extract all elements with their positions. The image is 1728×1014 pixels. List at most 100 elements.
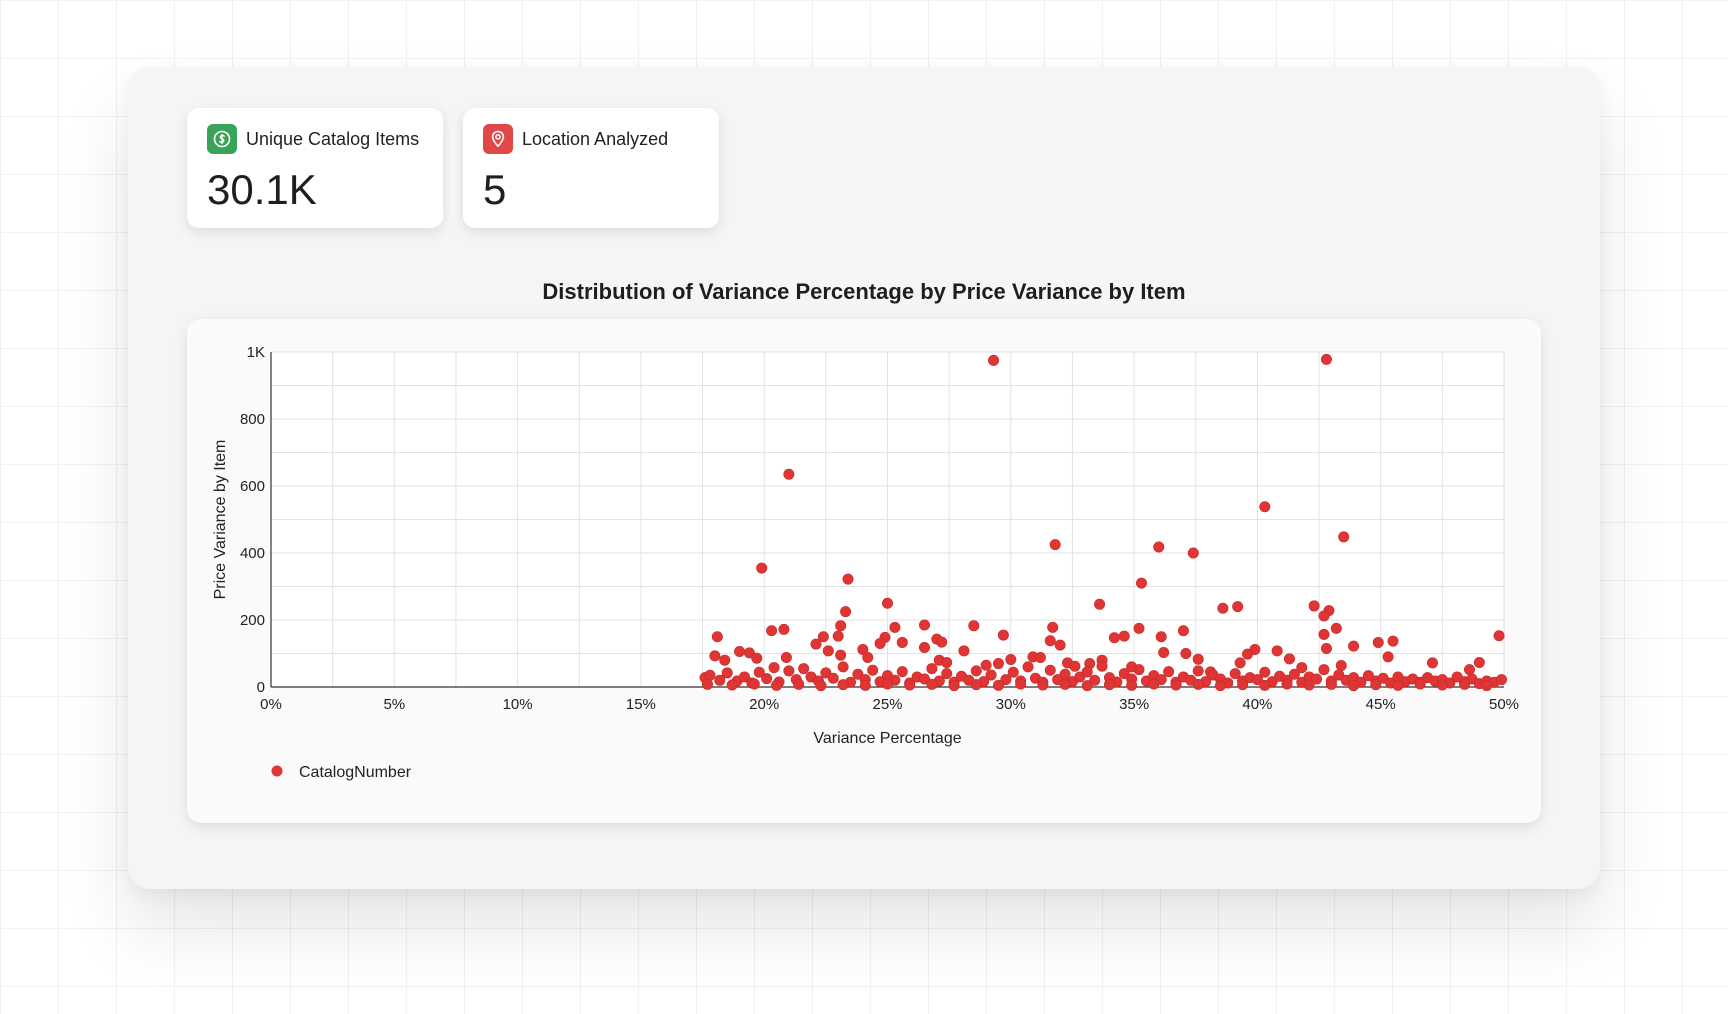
scatter-point bbox=[992, 679, 1004, 691]
scatter-point bbox=[1170, 679, 1182, 691]
scatter-point bbox=[1496, 674, 1508, 686]
x-tick-label: 35% bbox=[1119, 696, 1149, 713]
scatter-point bbox=[1459, 678, 1471, 690]
scatter-point bbox=[1338, 531, 1350, 543]
kpi-value: 5 bbox=[483, 166, 507, 213]
scatter-point bbox=[721, 667, 733, 679]
y-tick-label: 0 bbox=[257, 679, 265, 696]
scatter-point bbox=[1192, 653, 1204, 665]
scatter-point bbox=[1259, 501, 1271, 513]
scatter-point bbox=[1259, 679, 1271, 691]
x-tick-label: 45% bbox=[1366, 696, 1396, 713]
scatter-point bbox=[719, 654, 731, 666]
scatter-point bbox=[711, 631, 723, 643]
scatter-point bbox=[1034, 652, 1046, 664]
scatter-point bbox=[1000, 674, 1012, 686]
scatter-point bbox=[1330, 622, 1342, 634]
scatter-point bbox=[835, 649, 847, 661]
scatter-point bbox=[968, 620, 980, 632]
scatter-point bbox=[1320, 642, 1332, 654]
scatter-point bbox=[1234, 657, 1246, 669]
scatter-point bbox=[1229, 668, 1241, 680]
scatter-point bbox=[1237, 679, 1249, 691]
scatter-point bbox=[896, 666, 908, 678]
scatter-point bbox=[1481, 680, 1493, 692]
scatter-point bbox=[889, 621, 901, 633]
scatter-point bbox=[1217, 602, 1229, 614]
scatter-point bbox=[1259, 666, 1271, 678]
scatter-point bbox=[734, 645, 746, 657]
y-tick-label: 200 bbox=[240, 612, 265, 629]
scatter-point bbox=[985, 669, 997, 681]
scatter-point bbox=[926, 663, 938, 675]
scatter-point bbox=[1135, 577, 1147, 589]
scatter-point bbox=[1054, 639, 1066, 651]
scatter-point bbox=[1281, 678, 1293, 690]
scatter-point bbox=[1153, 541, 1165, 553]
scatter-chart: 0% 5% 10% 15% 20% 25% 30% 35% 40% 45% 50% 0 200 400 60… bbox=[212, 344, 1519, 781]
scatter-point bbox=[1251, 674, 1263, 686]
scatter-point bbox=[1318, 610, 1330, 622]
scatter-point bbox=[1007, 666, 1019, 678]
scatter-point bbox=[1108, 632, 1120, 644]
scatter-point bbox=[820, 667, 832, 679]
scatter-point bbox=[1044, 635, 1056, 647]
scatter-point bbox=[748, 678, 760, 690]
x-tick-label: 40% bbox=[1242, 696, 1272, 713]
x-tick-label: 50% bbox=[1489, 696, 1519, 713]
scatter-point bbox=[756, 562, 768, 574]
scatter-point bbox=[881, 678, 893, 690]
scatter-point bbox=[709, 650, 721, 662]
scatter-point bbox=[1081, 680, 1093, 692]
scatter-point bbox=[1192, 665, 1204, 677]
scatter-point bbox=[1044, 664, 1056, 676]
scatter-point bbox=[840, 606, 852, 618]
scatter-point bbox=[941, 657, 953, 669]
x-tick-label: 20% bbox=[749, 696, 779, 713]
x-tick-label: 25% bbox=[872, 696, 902, 713]
scatter-point bbox=[904, 679, 916, 691]
y-tick-label: 1K bbox=[247, 344, 265, 361]
scatter-point bbox=[857, 643, 869, 655]
location-pin-icon bbox=[483, 124, 513, 154]
scatter-point bbox=[783, 468, 795, 480]
kpi-label: Location Analyzed bbox=[522, 128, 669, 149]
scatter-point bbox=[810, 638, 822, 650]
kpi-header: Unique Catalog Items bbox=[207, 124, 419, 154]
scatter-point bbox=[1242, 648, 1254, 660]
kpi-label: Unique Catalog Items bbox=[246, 128, 420, 149]
dollar-icon bbox=[207, 124, 237, 154]
scatter-point bbox=[815, 680, 827, 692]
scatter-point bbox=[726, 679, 738, 691]
y-tick-label: 600 bbox=[240, 478, 265, 495]
scatter-point bbox=[1348, 640, 1360, 652]
scatter-point bbox=[918, 619, 930, 631]
scatter-point bbox=[837, 661, 849, 673]
scatter-point bbox=[751, 652, 763, 664]
scatter-point bbox=[817, 631, 829, 643]
scatter-point bbox=[1362, 670, 1374, 682]
scatter-point bbox=[1081, 666, 1093, 678]
scatter-point bbox=[918, 673, 930, 685]
scatter-point bbox=[743, 647, 755, 659]
scatter-point bbox=[958, 645, 970, 657]
scatter-point bbox=[1335, 660, 1347, 672]
scatter-point bbox=[852, 668, 864, 680]
scatter-point bbox=[822, 645, 834, 657]
scatter-point bbox=[771, 679, 783, 691]
x-tick-label: 5% bbox=[383, 696, 405, 713]
scatter-point bbox=[1232, 601, 1244, 613]
chart-card: 0% 5% 10% 15% 20% 25% 30% 35% 40% 45% 50% 0 200 400 60… bbox=[187, 319, 1541, 823]
scatter-point bbox=[837, 679, 849, 691]
scatter-point bbox=[1387, 635, 1399, 647]
scatter-point bbox=[867, 664, 879, 676]
scatter-point bbox=[780, 652, 792, 664]
scatter-point bbox=[1148, 678, 1160, 690]
scatter-point bbox=[988, 354, 1000, 366]
scatter-point bbox=[936, 636, 948, 648]
scatter-point bbox=[1426, 657, 1438, 669]
scatter-point bbox=[1187, 547, 1199, 559]
scatter-point bbox=[1318, 664, 1330, 676]
scatter-point bbox=[1118, 630, 1130, 642]
scatter-point bbox=[1118, 668, 1130, 680]
